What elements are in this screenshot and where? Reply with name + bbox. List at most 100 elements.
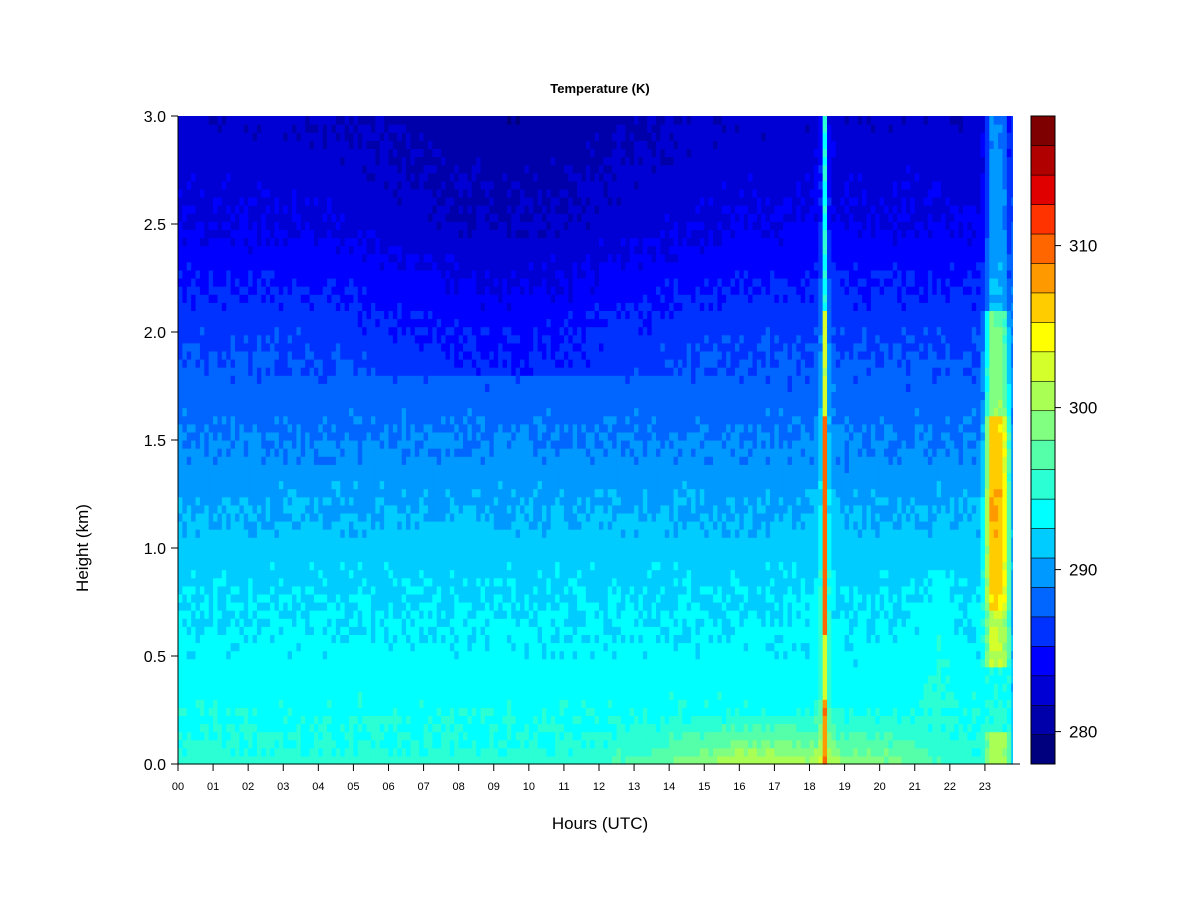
heatmap-cell [309, 132, 315, 141]
heatmap-cell [261, 367, 267, 376]
heatmap-cell [419, 683, 425, 692]
heatmap-cell [300, 278, 306, 287]
heatmap-cell [305, 456, 311, 465]
heatmap-cell [388, 488, 394, 498]
heatmap-cell [392, 294, 398, 303]
heatmap-cell [186, 512, 192, 522]
heatmap-cell [379, 529, 385, 538]
heatmap-cell [445, 269, 451, 279]
heatmap-cell [278, 188, 284, 198]
heatmap-cell [379, 739, 385, 749]
heatmap-cell [340, 618, 346, 627]
heatmap-cell [331, 699, 337, 708]
heatmap-cell [287, 626, 293, 635]
heatmap-cell [410, 286, 416, 295]
heatmap-cell [261, 593, 267, 603]
heatmap-cell [401, 723, 407, 733]
heatmap-cell [274, 148, 280, 158]
heatmap-cell [441, 213, 447, 222]
heatmap-cell [432, 124, 438, 133]
heatmap-cell [265, 197, 271, 206]
heatmap-cell [414, 294, 420, 303]
heatmap-cell [213, 634, 219, 644]
heatmap-cell [230, 197, 236, 206]
heatmap-cell [322, 156, 328, 166]
heatmap-cell [318, 431, 324, 441]
heatmap-cell [305, 359, 311, 368]
heatmap-cell [256, 116, 262, 125]
heatmap-cell [313, 140, 319, 149]
heatmap-cell [226, 116, 232, 125]
heatmap-cell [265, 674, 271, 684]
heatmap-cell [305, 172, 311, 182]
heatmap-cell [335, 399, 341, 409]
heatmap-cell [309, 537, 315, 546]
heatmap-cell [340, 415, 346, 425]
heatmap-cell [204, 391, 210, 401]
heatmap-cell [357, 512, 363, 522]
heatmap-cell [427, 553, 433, 563]
heatmap-cell [344, 448, 350, 457]
heatmap-cell [449, 537, 455, 546]
heatmap-cell [217, 310, 223, 320]
heatmap-cell [423, 512, 429, 522]
heatmap-cell [392, 261, 398, 271]
heatmap-cell [414, 577, 420, 587]
heatmap-cell [235, 359, 240, 368]
heatmap-cell [248, 658, 254, 668]
heatmap-cell [327, 456, 333, 465]
heatmap-cell [401, 334, 407, 344]
heatmap-cell [287, 456, 293, 465]
heatmap-cell [362, 602, 368, 611]
heatmap-cell [410, 448, 416, 457]
heatmap-cell [445, 472, 451, 482]
heatmap-cell [261, 537, 267, 546]
heatmap-cell [445, 512, 451, 522]
heatmap-cell [182, 286, 188, 295]
heatmap-cell [401, 650, 407, 660]
heatmap-cell [375, 237, 381, 247]
heatmap-cell [445, 140, 451, 149]
heatmap-cell [283, 731, 289, 741]
heatmap-cell [278, 205, 284, 214]
heatmap-cell [441, 156, 447, 166]
heatmap-cell [248, 245, 254, 255]
heatmap-cell [379, 561, 385, 571]
heatmap-cell [300, 124, 306, 133]
heatmap-cell [388, 642, 394, 652]
heatmap-cell [397, 707, 403, 716]
heatmap-cell [375, 391, 381, 401]
heatmap-cell [256, 464, 262, 473]
heatmap-cell [366, 610, 372, 619]
heatmap-cell [221, 577, 227, 587]
heatmap-cell [270, 488, 276, 498]
heatmap-cell [353, 124, 359, 133]
heatmap-cell [423, 245, 429, 255]
heatmap-cell [392, 391, 398, 401]
heatmap-cell [427, 755, 433, 765]
heatmap-cell [235, 342, 240, 352]
heatmap-cell [432, 140, 438, 149]
heatmap-cell [217, 399, 223, 409]
heatmap-cell [379, 602, 385, 611]
heatmap-cell [357, 691, 363, 700]
heatmap-cell [204, 172, 210, 182]
heatmap-cell [235, 504, 240, 514]
heatmap-cell [235, 375, 240, 384]
heatmap-cell [195, 350, 201, 360]
heatmap-cell [296, 731, 302, 741]
heatmap-cell [366, 326, 372, 336]
heatmap-cell [410, 310, 416, 320]
heatmap-cell [261, 391, 267, 401]
heatmap-cell [436, 342, 442, 352]
heatmap-cell [318, 310, 324, 320]
heatmap-cell [248, 350, 254, 360]
heatmap-cell [182, 116, 188, 125]
heatmap-cell [243, 197, 249, 206]
heatmap-cell [186, 156, 192, 166]
heatmap-cell [248, 464, 254, 473]
heatmap-cell [313, 747, 319, 757]
heatmap-cell [199, 205, 205, 214]
heatmap-cell [397, 148, 403, 158]
heatmap-cell [208, 658, 214, 668]
